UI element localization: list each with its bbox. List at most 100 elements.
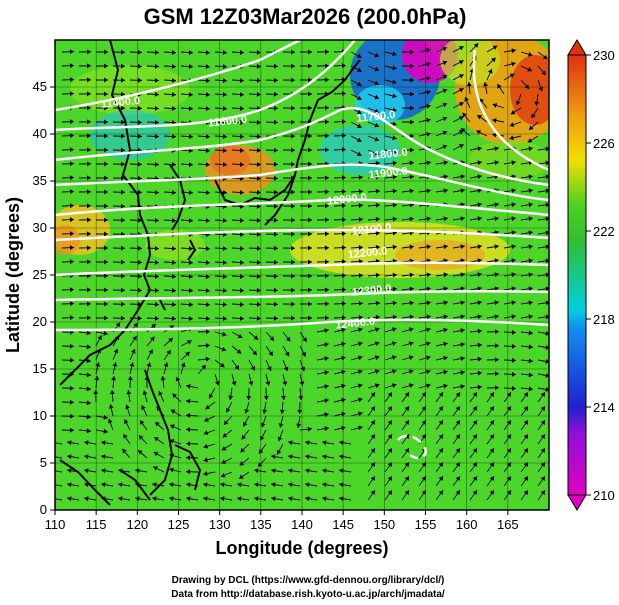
wind-arrow-head [509, 135, 514, 141]
wind-arrow-head [358, 369, 363, 375]
wind-arrow-head [443, 188, 448, 194]
wind-arrow-head [421, 420, 427, 426]
x-tick-label: 155 [415, 517, 437, 532]
wind-arrow-head [531, 113, 536, 119]
wind-arrow-head [69, 217, 74, 223]
wind-arrow-head [222, 302, 227, 308]
wind-arrow-head [356, 123, 362, 128]
wind-arrow-head [460, 286, 465, 292]
wind-arrow-head [222, 432, 228, 438]
wind-arrow-head [408, 327, 414, 333]
wind-arrow-head [234, 365, 240, 370]
wind-arrow-head [290, 203, 295, 209]
contour-label: 12300.0 [351, 283, 392, 299]
wind-arrow-head [370, 406, 376, 412]
wind-arrow-head [50, 468, 54, 473]
wind-arrow-head [222, 64, 227, 70]
wind-arrow-head [137, 315, 142, 321]
wind-arrow-head [404, 476, 410, 482]
wind-arrow-head [103, 287, 108, 293]
wind-arrow-head [188, 288, 193, 294]
wind-arrow-head [222, 331, 227, 337]
wind-arrow-head [307, 301, 312, 307]
wind-arrow-head [204, 417, 209, 422]
wind-arrow-head [356, 95, 362, 100]
wind-arrow-head [86, 217, 91, 223]
wind-arrow-head [273, 105, 278, 111]
wind-arrow-head [545, 386, 549, 392]
wind-arrow-head [477, 300, 482, 306]
wind-arrow-head [253, 335, 259, 340]
wind-arrow-head [69, 385, 74, 391]
wind-arrow-head [305, 440, 310, 446]
wind-arrow-head [205, 316, 210, 322]
wind-arrow-head [101, 440, 106, 446]
wind-arrow-head [392, 188, 397, 194]
wind-arrow-head [137, 105, 142, 111]
wind-arrow-head [273, 301, 278, 307]
wind-arrow-head [69, 63, 74, 69]
wind-arrow-head [205, 329, 210, 335]
x-tick-label: 150 [373, 517, 395, 532]
wind-arrow-head [374, 150, 380, 156]
wind-vectors [50, 42, 549, 502]
wind-arrow-head [222, 106, 227, 112]
colorbar-tick-label: 226 [593, 136, 615, 151]
wind-arrow-head [494, 385, 499, 391]
wind-arrow-head [387, 462, 393, 468]
wind-arrow-head [528, 244, 533, 250]
wind-arrow-head [506, 462, 512, 468]
wind-arrow-head [101, 482, 106, 488]
wind-arrow-head [358, 202, 363, 208]
wind-arrow-head [540, 434, 546, 440]
wind-arrow-head [458, 60, 464, 65]
wind-arrow-head [458, 102, 464, 107]
wind-arrow-head [511, 160, 516, 166]
wind-arrow-head [188, 274, 193, 280]
wind-arrow-head [132, 335, 137, 341]
wind-arrow-head [528, 330, 533, 336]
wind-arrow-head [256, 49, 261, 55]
wind-arrow-head [510, 110, 516, 115]
wind-arrow-head [392, 107, 397, 113]
wind-arrow-head [222, 120, 227, 126]
wind-arrow-head [307, 287, 312, 293]
wind-arrow-head [545, 258, 549, 264]
wind-arrow-head [259, 435, 265, 441]
wind-arrow-head [256, 287, 261, 293]
wind-arrow-head [137, 175, 142, 181]
x-tick-label: 140 [291, 517, 313, 532]
wind-arrow-head [409, 49, 414, 55]
wind-arrow-head [387, 392, 393, 398]
wind-arrow-head [240, 447, 246, 453]
wind-arrow-head [124, 419, 129, 424]
wind-arrow-head [237, 496, 242, 502]
wind-arrow-head [188, 246, 193, 252]
wind-arrow-head [151, 323, 156, 329]
wind-arrow-head [288, 468, 293, 474]
wind-arrow-head [324, 245, 329, 251]
wind-arrow-head [545, 372, 549, 378]
credit-drawing: Drawing by DCL (https://www.gfd-dennou.o… [172, 575, 445, 586]
wind-arrow-head [239, 273, 244, 279]
wind-arrow-head [86, 344, 91, 350]
wind-arrow-head [69, 189, 74, 195]
wind-arrow-head [222, 50, 227, 56]
wind-arrow-head [282, 381, 288, 386]
wind-arrow-head [290, 287, 295, 293]
wind-arrow-head [370, 462, 376, 468]
wind-arrow-head [374, 80, 380, 86]
wind-arrow-head [129, 362, 135, 367]
wind-arrow-head [239, 77, 244, 83]
wind-arrow-head [188, 50, 193, 56]
wind-arrow-head [404, 392, 410, 398]
wind-arrow-head [358, 286, 363, 292]
wind-arrow-head [103, 414, 108, 420]
wind-arrow-head [103, 63, 108, 69]
wind-arrow-head [497, 84, 502, 89]
wind-arrow-head [273, 91, 278, 97]
wind-arrow-head [491, 57, 496, 63]
wind-arrow-head [277, 449, 282, 455]
wind-arrow-head [296, 423, 302, 428]
